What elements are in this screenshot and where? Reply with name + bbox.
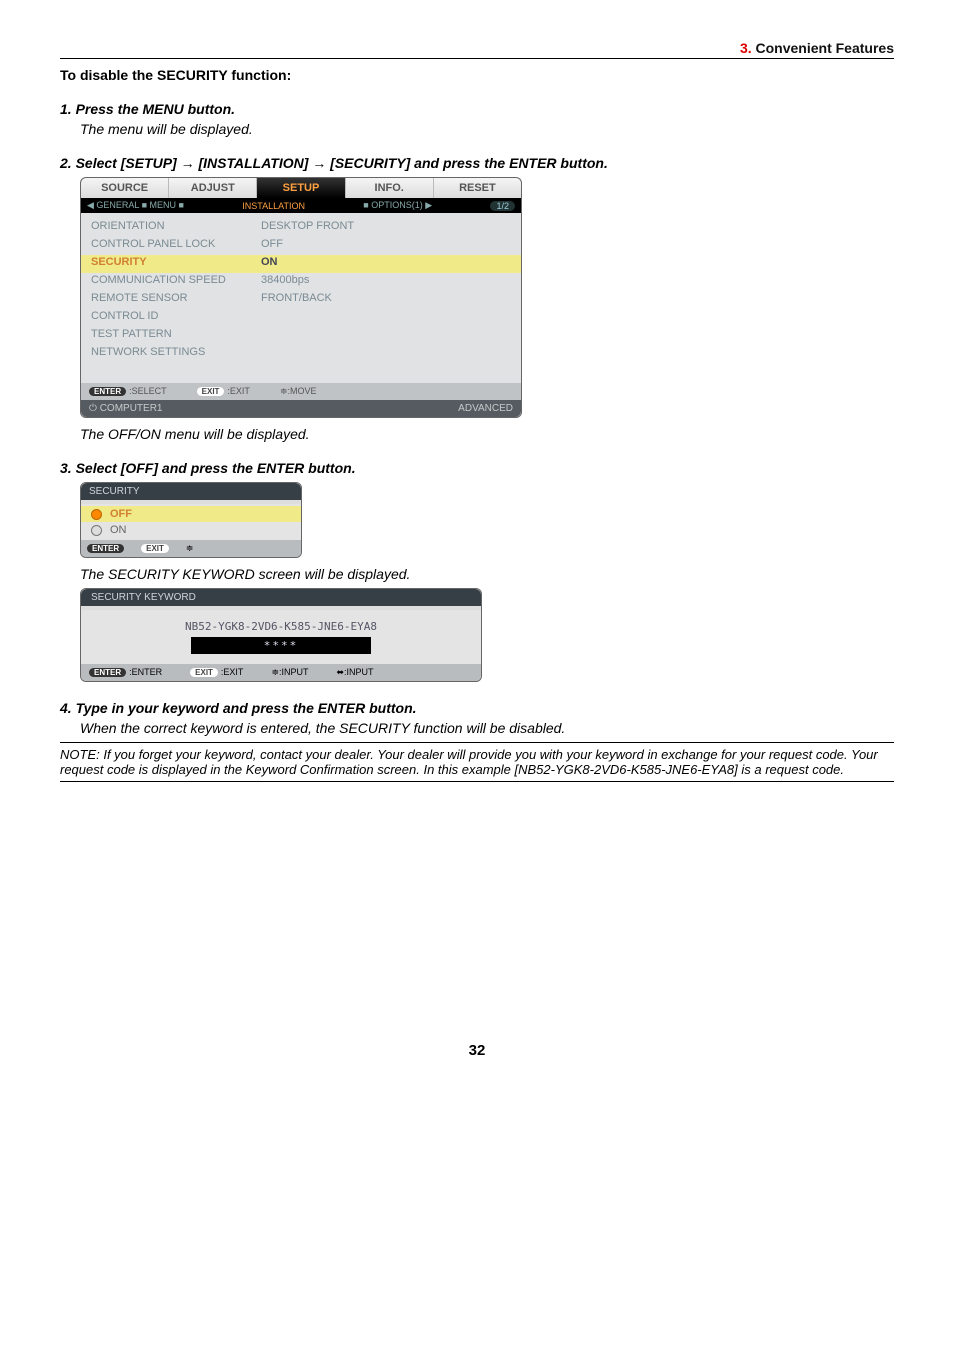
step2-head: 2. Select [SETUP] → [INSTALLATION] → [SE…: [60, 155, 894, 171]
osd-setup-menu: SOURCE ADJUST SETUP INFO. RESET ◀ GENERA…: [80, 177, 522, 418]
osd-value: 38400bps: [261, 274, 309, 290]
osd-value: OFF: [261, 238, 283, 254]
arrow-icon: →: [181, 155, 195, 171]
step1-head: 1. Press the MENU button.: [60, 101, 894, 117]
step4-head: 4. Type in your keyword and press the EN…: [60, 700, 894, 716]
osd-value: ON: [261, 256, 278, 272]
arrow-icon: →: [312, 155, 326, 171]
osd-label[interactable]: REMOTE SENSOR: [91, 292, 261, 308]
request-code: NB52-YGK8-2VD6-K585-JNE6-EYA8: [91, 620, 471, 633]
osd-label[interactable]: COMMUNICATION SPEED: [91, 274, 261, 290]
radio-label: OFF: [110, 508, 132, 520]
osd-value: FRONT/BACK: [261, 292, 332, 308]
step2-pre: 2. Select [SETUP]: [60, 155, 181, 171]
chapter-title: Convenient Features: [756, 40, 894, 56]
security-footer: ENTER EXIT ≑: [81, 540, 301, 557]
tab-source[interactable]: SOURCE: [81, 178, 169, 198]
osd-label[interactable]: ORIENTATION: [91, 220, 261, 236]
security-body: OFF ON: [81, 504, 301, 540]
osd-label[interactable]: CONTROL PANEL LOCK: [91, 238, 261, 254]
osd-row-selected: SECURITYON: [81, 255, 521, 273]
osd-row: NETWORK SETTINGS: [91, 345, 511, 363]
note-text: NOTE: If you forget your keyword, contac…: [60, 742, 894, 782]
page-number: 32: [60, 1042, 894, 1059]
hint-enter: ENTER:ENTER: [89, 667, 162, 678]
step3-head: 3. Select [OFF] and press the ENTER butt…: [60, 460, 894, 476]
osd-row: CONTROL ID: [91, 309, 511, 327]
keyword-title: SECURITY KEYWORD: [81, 589, 481, 606]
osd-footer-hints: ENTER:SELECT EXIT:EXIT ≑:MOVE: [81, 383, 521, 400]
tab-reset[interactable]: RESET: [434, 178, 521, 198]
osd-body: ORIENTATIONDESKTOP FRONT CONTROL PANEL L…: [81, 213, 521, 383]
hint-input1: ≑:INPUT: [271, 667, 308, 678]
tab-setup[interactable]: SETUP: [257, 178, 345, 198]
tab-info[interactable]: INFO.: [346, 178, 434, 198]
step2-sub: The OFF/ON menu will be displayed.: [80, 426, 894, 442]
radio-icon: [91, 509, 102, 520]
step2-post: [SECURITY] and press the ENTER button.: [326, 155, 608, 171]
osd-security-toggle: SECURITY OFF ON ENTER EXIT ≑: [80, 482, 302, 558]
osd-row: COMMUNICATION SPEED38400bps: [91, 273, 511, 291]
osd-footer-status: ⏻ COMPUTER1 ADVANCED: [81, 400, 521, 417]
keyword-body: NB52-YGK8-2VD6-K585-JNE6-EYA8 ****: [81, 610, 481, 664]
move-icon: ≑: [186, 543, 194, 554]
security-title: SECURITY: [81, 483, 301, 500]
osd-security-keyword: SECURITY KEYWORD NB52-YGK8-2VD6-K585-JNE…: [80, 588, 482, 682]
step2-mid: [INSTALLATION]: [195, 155, 313, 171]
osd-row: TEST PATTERN: [91, 327, 511, 345]
hint-move: ≑:MOVE: [280, 386, 317, 397]
osd-subtabs: ◀ GENERAL ■ MENU ■ INSTALLATION ■ OPTION…: [81, 198, 521, 213]
osd-label[interactable]: CONTROL ID: [91, 310, 261, 326]
radio-on[interactable]: ON: [81, 522, 301, 538]
radio-off[interactable]: OFF: [81, 506, 301, 522]
hint-enter: ENTER:SELECT: [89, 386, 167, 397]
subtabs-right: ■ OPTIONS(1) ▶: [363, 200, 432, 211]
hint-exit: EXIT:EXIT: [190, 667, 243, 678]
osd-label[interactable]: SECURITY: [91, 256, 261, 272]
chapter-header: 3. Convenient Features: [60, 40, 894, 59]
tab-adjust[interactable]: ADJUST: [169, 178, 257, 198]
radio-icon: [91, 525, 102, 536]
osd-row: CONTROL PANEL LOCKOFF: [91, 237, 511, 255]
step1-sub: The menu will be displayed.: [80, 121, 894, 137]
hint-exit: EXIT:EXIT: [197, 386, 250, 397]
hint-input2: ⬌:INPUT: [336, 667, 373, 678]
step4-sub: When the correct keyword is entered, the…: [80, 720, 894, 736]
osd-tabs: SOURCE ADJUST SETUP INFO. RESET: [81, 178, 521, 198]
chapter-number: 3.: [740, 40, 752, 56]
subtabs-left: ◀ GENERAL ■ MENU ■: [87, 200, 184, 211]
status-source: ⏻ COMPUTER1: [89, 403, 162, 414]
status-mode: ADVANCED: [458, 403, 513, 414]
osd-value: DESKTOP FRONT: [261, 220, 354, 236]
exit-pill: EXIT: [141, 544, 169, 553]
intro-title: To disable the SECURITY function:: [60, 67, 894, 83]
osd-row: REMOTE SENSORFRONT/BACK: [91, 291, 511, 309]
keyword-input[interactable]: ****: [191, 637, 371, 654]
radio-label: ON: [110, 524, 127, 536]
osd-row: ORIENTATIONDESKTOP FRONT: [91, 219, 511, 237]
keyword-footer: ENTER:ENTER EXIT:EXIT ≑:INPUT ⬌:INPUT: [81, 664, 481, 681]
osd-label[interactable]: NETWORK SETTINGS: [91, 346, 261, 362]
subtabs-mid: INSTALLATION: [242, 201, 305, 211]
enter-pill: ENTER: [87, 544, 124, 553]
page-indicator: 1/2: [490, 201, 515, 211]
osd-label[interactable]: TEST PATTERN: [91, 328, 261, 344]
step3-sub: The SECURITY KEYWORD screen will be disp…: [80, 566, 894, 582]
